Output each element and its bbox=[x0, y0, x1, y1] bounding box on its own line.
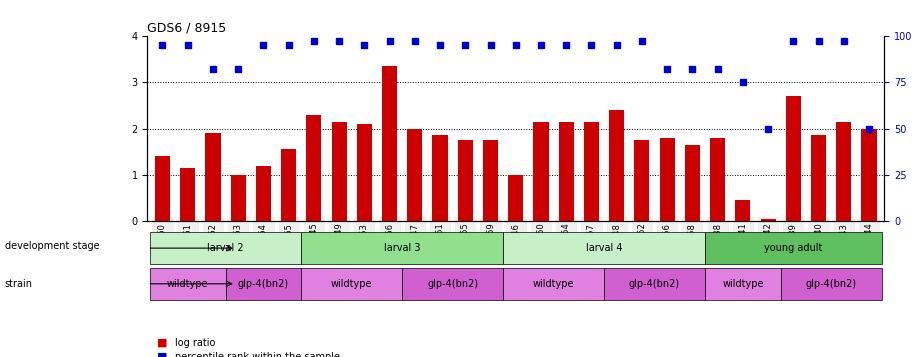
FancyBboxPatch shape bbox=[503, 232, 705, 264]
Bar bbox=[786, 96, 801, 221]
FancyBboxPatch shape bbox=[301, 268, 402, 300]
Bar bbox=[861, 129, 877, 221]
Text: GDS6 / 8915: GDS6 / 8915 bbox=[147, 21, 227, 35]
Text: development stage: development stage bbox=[5, 241, 99, 251]
Text: glp-4(bn2): glp-4(bn2) bbox=[238, 279, 289, 289]
Bar bbox=[433, 135, 448, 221]
Bar bbox=[659, 138, 675, 221]
Bar bbox=[307, 115, 321, 221]
Bar bbox=[458, 140, 472, 221]
Bar bbox=[230, 175, 246, 221]
Bar bbox=[181, 168, 195, 221]
Bar bbox=[155, 156, 170, 221]
Bar bbox=[559, 121, 574, 221]
Text: larval 3: larval 3 bbox=[384, 243, 421, 253]
Text: wildtype: wildtype bbox=[533, 279, 575, 289]
Bar bbox=[609, 110, 624, 221]
Bar bbox=[836, 121, 851, 221]
FancyBboxPatch shape bbox=[503, 268, 604, 300]
Bar bbox=[483, 140, 498, 221]
Bar bbox=[256, 166, 271, 221]
FancyBboxPatch shape bbox=[150, 232, 301, 264]
Bar bbox=[407, 129, 423, 221]
Text: percentile rank within the sample: percentile rank within the sample bbox=[175, 352, 340, 357]
Bar bbox=[735, 201, 751, 221]
Bar bbox=[710, 138, 725, 221]
Bar bbox=[533, 121, 549, 221]
FancyBboxPatch shape bbox=[705, 268, 781, 300]
Bar bbox=[382, 66, 397, 221]
Bar bbox=[332, 121, 346, 221]
FancyBboxPatch shape bbox=[402, 268, 503, 300]
Text: glp-4(bn2): glp-4(bn2) bbox=[629, 279, 680, 289]
Text: wildtype: wildtype bbox=[167, 279, 208, 289]
Bar bbox=[584, 121, 599, 221]
Text: young adult: young adult bbox=[764, 243, 822, 253]
Bar bbox=[761, 219, 775, 221]
Bar bbox=[356, 124, 372, 221]
Bar bbox=[281, 149, 297, 221]
Bar bbox=[685, 145, 700, 221]
Text: strain: strain bbox=[5, 279, 32, 289]
FancyBboxPatch shape bbox=[301, 232, 503, 264]
Text: ■: ■ bbox=[157, 338, 167, 348]
Text: larval 4: larval 4 bbox=[586, 243, 623, 253]
FancyBboxPatch shape bbox=[781, 268, 881, 300]
Text: wildtype: wildtype bbox=[331, 279, 372, 289]
Bar bbox=[811, 135, 826, 221]
Text: log ratio: log ratio bbox=[175, 338, 216, 348]
Bar bbox=[205, 133, 220, 221]
FancyBboxPatch shape bbox=[604, 268, 705, 300]
Text: glp-4(bn2): glp-4(bn2) bbox=[427, 279, 478, 289]
FancyBboxPatch shape bbox=[150, 268, 226, 300]
Bar bbox=[508, 175, 523, 221]
Bar bbox=[635, 140, 649, 221]
Text: glp-4(bn2): glp-4(bn2) bbox=[806, 279, 857, 289]
Text: larval 2: larval 2 bbox=[207, 243, 244, 253]
FancyBboxPatch shape bbox=[226, 268, 301, 300]
Text: ■: ■ bbox=[157, 352, 167, 357]
FancyBboxPatch shape bbox=[705, 232, 881, 264]
Text: wildtype: wildtype bbox=[722, 279, 764, 289]
